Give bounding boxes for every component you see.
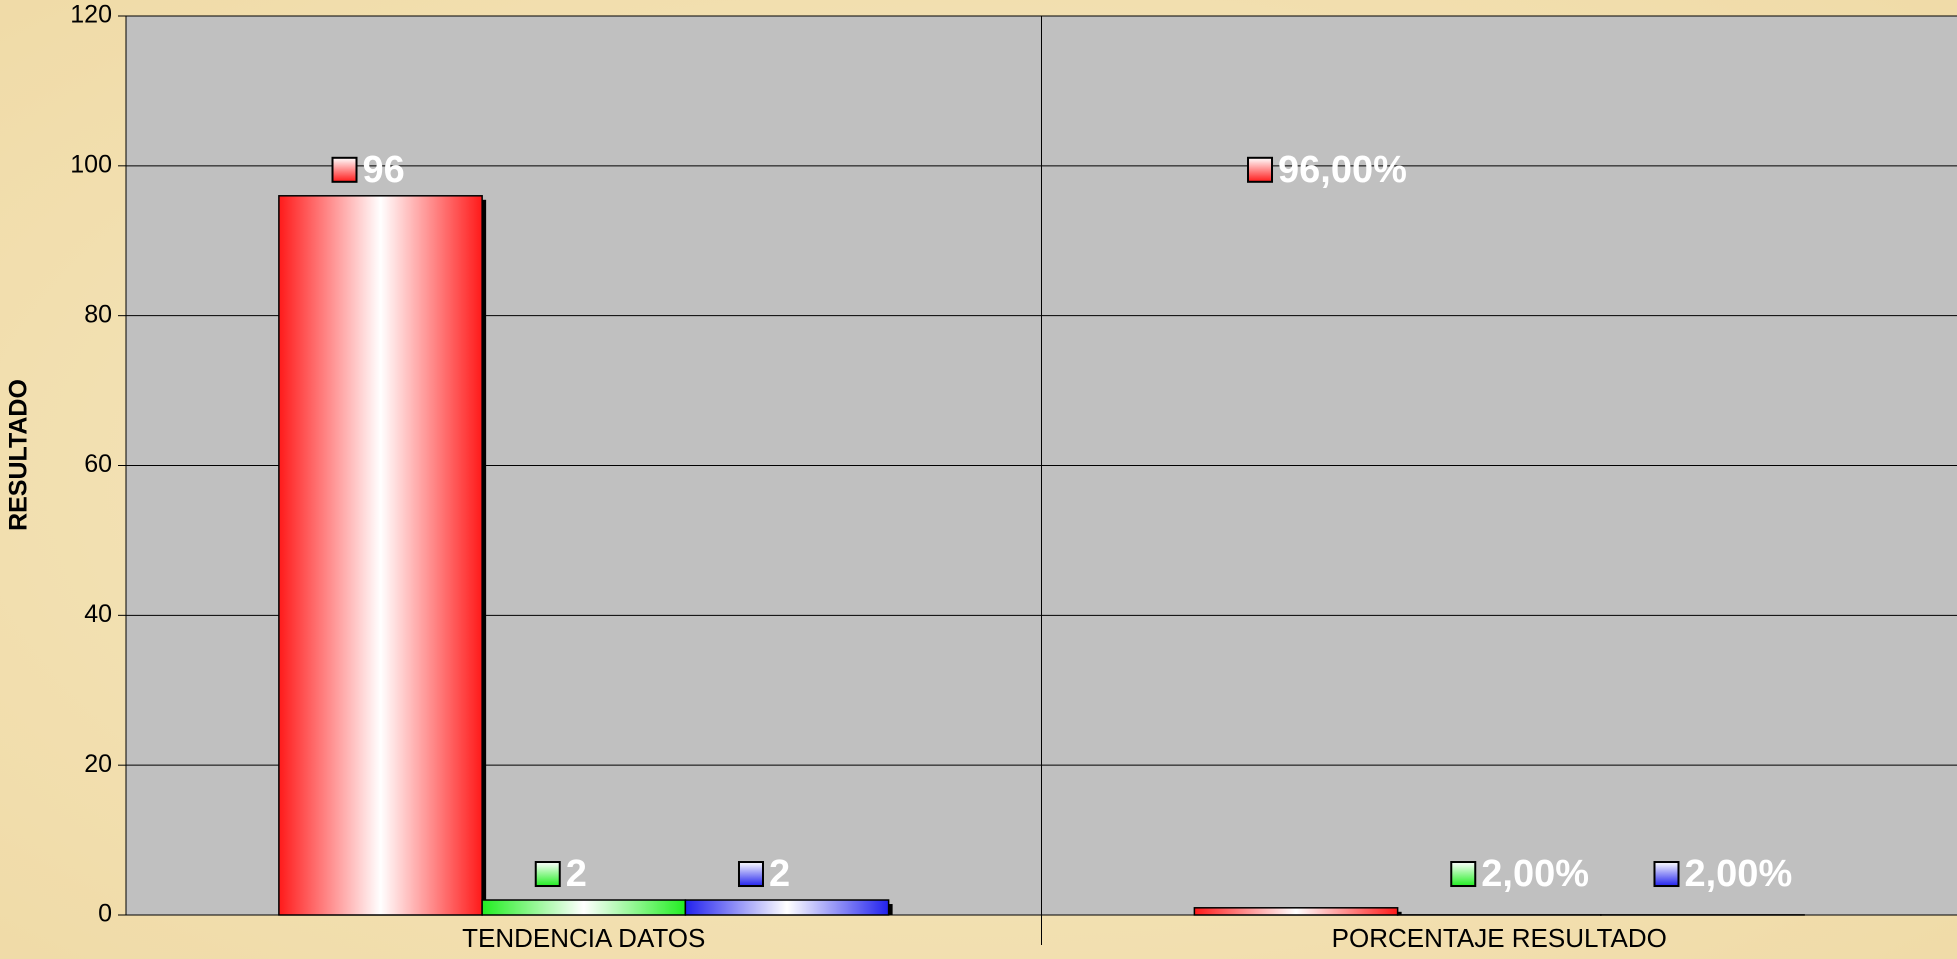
y-tick-label: 60 [84,450,112,478]
bar [1193,907,1399,916]
label-marker [1450,861,1477,888]
x-tick-label: TENDENCIA DATOS [462,923,705,953]
data-label: 96,00% [1278,149,1407,191]
label-marker [1653,861,1680,888]
data-label: 2,00% [1481,853,1589,895]
y-tick-label: 40 [84,600,112,628]
label-marker [534,861,561,888]
data-label: 96 [363,149,405,191]
y-tick-label: 20 [84,750,112,778]
y-tick-label: 120 [70,1,112,29]
label-marker [737,861,764,888]
data-label: 2 [769,853,790,895]
y-axis-title: RESULTADO [5,379,33,531]
label-marker [331,156,358,183]
label-marker [1247,156,1274,183]
x-tick-label: PORCENTAJE RESULTADO [1332,923,1667,953]
bar [684,899,890,916]
bar [481,899,687,916]
y-tick-label: 100 [70,150,112,178]
y-tick-label: 0 [98,900,112,928]
bar [278,195,483,916]
y-tick-label: 80 [84,300,112,328]
data-label: 2 [566,853,587,895]
data-label: 2,00% [1684,853,1792,895]
